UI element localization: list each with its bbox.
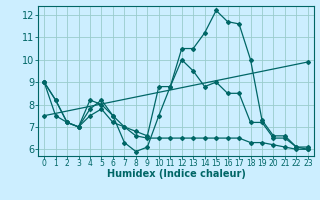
X-axis label: Humidex (Indice chaleur): Humidex (Indice chaleur)	[107, 169, 245, 179]
